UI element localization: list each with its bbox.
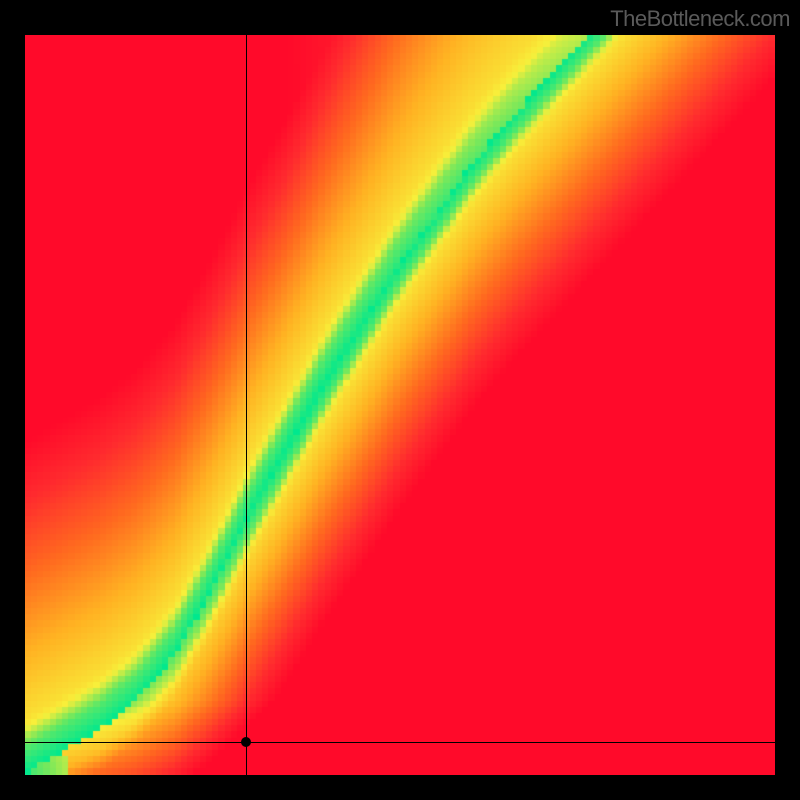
bottleneck-heatmap bbox=[25, 35, 775, 775]
chart-container: { "attribution": "TheBottleneck.com", "l… bbox=[0, 0, 800, 800]
plot-area bbox=[25, 35, 775, 775]
attribution-label: TheBottleneck.com bbox=[610, 6, 790, 32]
